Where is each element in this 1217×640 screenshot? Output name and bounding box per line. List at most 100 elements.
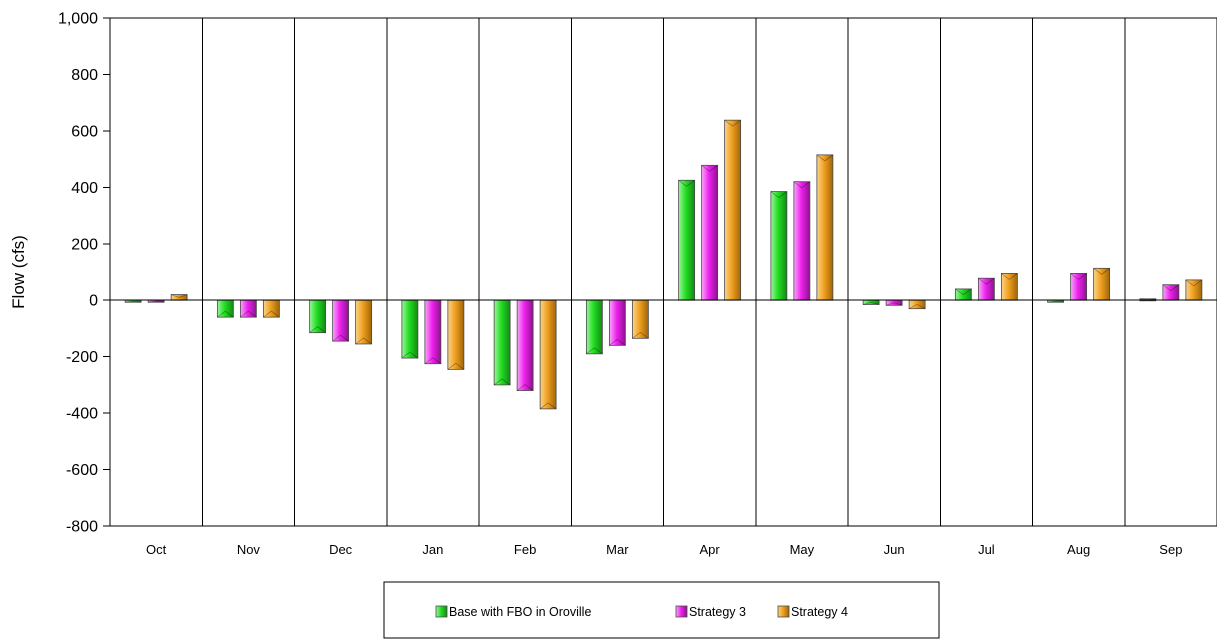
bar-cap: [609, 338, 626, 346]
x-tick-label: Apr: [700, 542, 721, 557]
bar-body: [724, 119, 742, 301]
y-tick-label: 400: [71, 180, 98, 197]
y-tick-label: -200: [66, 349, 98, 366]
bar-body: [608, 299, 626, 346]
bar-cap: [447, 362, 465, 370]
bar-cap: [586, 347, 603, 355]
bar: [355, 299, 373, 345]
bar-cap: [770, 191, 788, 199]
bar-cap: [908, 304, 926, 310]
bar: [216, 299, 234, 318]
bar-body: [1093, 267, 1111, 301]
bar: [309, 299, 327, 334]
bar: [1162, 284, 1180, 301]
legend-label: Strategy 4: [791, 605, 848, 619]
bar-cap: [539, 402, 557, 410]
bar: [401, 299, 419, 359]
bar-cap: [170, 294, 188, 298]
y-tick-label: -400: [66, 406, 98, 423]
x-tick-label: Jun: [884, 542, 905, 557]
bar-body: [447, 299, 465, 370]
bar-cap: [863, 301, 880, 305]
bar: [1093, 267, 1111, 301]
y-tick-label: 1,000: [58, 11, 98, 28]
legend-swatch: [435, 605, 448, 618]
legend-box: [383, 581, 940, 639]
bar-body: [262, 299, 280, 318]
legend-item: Strategy 3: [675, 605, 746, 619]
y-tick-label: -600: [66, 462, 98, 479]
bar-cap: [1001, 273, 1018, 280]
bar: [539, 299, 557, 410]
bar-body: [355, 299, 373, 345]
bar: [332, 299, 350, 342]
bar-cap: [493, 378, 511, 386]
bar: [1070, 273, 1088, 301]
legend-item: Base with FBO in Oroville: [435, 605, 591, 619]
bars: [124, 119, 1203, 410]
legend-label: Strategy 3: [689, 605, 746, 619]
bar-body: [678, 179, 696, 301]
bar-cap: [701, 165, 718, 172]
x-tick-label: Sep: [1159, 542, 1182, 557]
legend-item: Strategy 4: [777, 605, 848, 619]
bar: [908, 299, 926, 310]
legend: Base with FBO in Oroville Strategy 3 Strat…: [383, 581, 940, 639]
bar-cap: [678, 179, 695, 187]
bar: [701, 164, 719, 301]
bar: [493, 299, 511, 386]
bar-body: [793, 181, 811, 301]
bar-body: [816, 154, 834, 301]
x-tick-label: Aug: [1067, 542, 1090, 557]
x-tick-label: Nov: [237, 542, 261, 557]
bar-cap: [240, 310, 257, 318]
legend-swatch: [777, 605, 790, 618]
bar: [770, 191, 788, 301]
y-tick-label: 800: [71, 67, 98, 84]
bar: [239, 299, 257, 318]
bar-cap: [632, 331, 649, 339]
bar: [170, 294, 188, 301]
axes: [103, 17, 1217, 527]
bar-body: [1070, 273, 1088, 301]
bar-body: [239, 299, 257, 318]
bar: [447, 299, 465, 370]
y-tick-label: 200: [71, 236, 98, 253]
y-tick-label: 0: [89, 293, 98, 310]
bar: [793, 181, 811, 301]
bar: [816, 154, 834, 301]
bar: [862, 299, 880, 305]
bar-cap: [217, 310, 234, 318]
bar-cap: [401, 351, 419, 359]
x-tick-label: Mar: [606, 542, 629, 557]
gridlines: [201, 18, 1217, 526]
bar: [516, 299, 534, 391]
bar-cap: [1093, 268, 1110, 275]
bar-body: [585, 299, 603, 355]
x-category-labels: Oct Nov Dec Jan Feb Mar Apr May Jun Jul Aug Sep: [146, 542, 1182, 557]
bar-cap: [148, 300, 165, 303]
bar-cap: [516, 384, 534, 391]
bar-cap: [1162, 284, 1180, 292]
x-tick-label: Dec: [329, 542, 353, 557]
bar-cap: [263, 310, 280, 318]
bar: [885, 299, 903, 306]
bar: [724, 119, 742, 301]
legend-label: Base with FBO in Oroville: [449, 605, 591, 619]
bar: [977, 277, 995, 301]
bar-body: [493, 299, 511, 386]
bar-cap: [724, 119, 741, 127]
bar-cap: [955, 288, 972, 296]
bar-cap: [978, 277, 995, 285]
x-tick-label: Feb: [514, 542, 536, 557]
bar-cap: [1070, 273, 1087, 280]
bar-cap: [355, 337, 372, 345]
bar-cap: [332, 334, 349, 342]
bar-body: [701, 164, 719, 301]
bar-cap: [309, 326, 326, 333]
bar-body: [539, 299, 557, 410]
bar-cap: [793, 181, 811, 189]
bar: [424, 299, 442, 365]
legend-swatch: [675, 605, 688, 618]
x-tick-label: Jul: [978, 542, 995, 557]
